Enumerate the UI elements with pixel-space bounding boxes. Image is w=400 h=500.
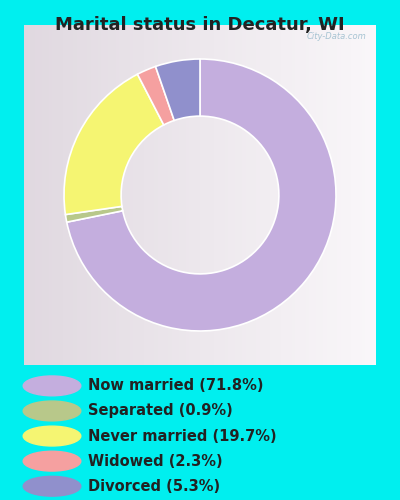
Text: Marital status in Decatur, WI: Marital status in Decatur, WI xyxy=(55,16,345,34)
Text: Widowed (2.3%): Widowed (2.3%) xyxy=(88,454,223,468)
Text: City-Data.com: City-Data.com xyxy=(306,32,366,41)
Circle shape xyxy=(23,401,81,421)
Wedge shape xyxy=(64,74,164,214)
Text: Never married (19.7%): Never married (19.7%) xyxy=(88,428,277,444)
Text: Now married (71.8%): Now married (71.8%) xyxy=(88,378,264,394)
Wedge shape xyxy=(66,206,123,222)
Wedge shape xyxy=(156,59,200,120)
Wedge shape xyxy=(67,59,336,331)
Wedge shape xyxy=(138,66,174,125)
Circle shape xyxy=(23,452,81,471)
Circle shape xyxy=(23,376,81,396)
Text: Divorced (5.3%): Divorced (5.3%) xyxy=(88,479,220,494)
Circle shape xyxy=(23,426,81,446)
Text: Separated (0.9%): Separated (0.9%) xyxy=(88,404,233,418)
Circle shape xyxy=(23,476,81,496)
